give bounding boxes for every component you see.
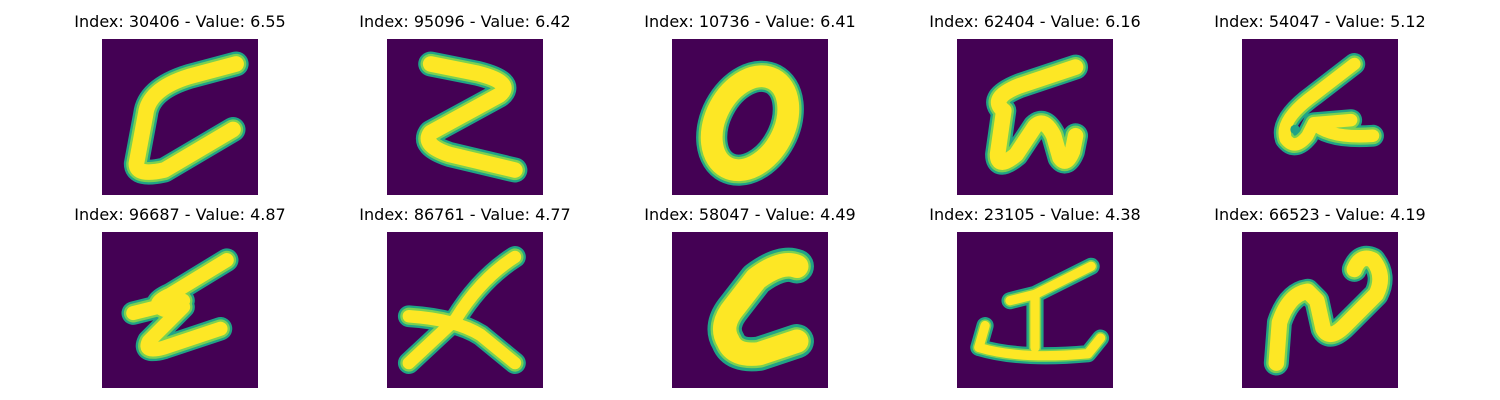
handwritten-glyph-z-icon: [387, 39, 543, 195]
image-panel-2: Index: 95096 - Value: 6.42: [335, 12, 595, 197]
panel-title: Index: 30406 - Value: 6.55: [74, 12, 286, 31]
panel-title: Index: 62404 - Value: 6.16: [929, 12, 1141, 31]
image-panel-8: Index: 58047 - Value: 4.49: [620, 205, 880, 390]
panel-title: Index: 58047 - Value: 4.49: [644, 205, 856, 224]
image-panel-10: Index: 66523 - Value: 4.19: [1190, 205, 1450, 390]
panel-title: Index: 95096 - Value: 6.42: [359, 12, 571, 31]
panel-title: Index: 10736 - Value: 6.41: [644, 12, 856, 31]
image-panel-4: Index: 62404 - Value: 6.16: [905, 12, 1165, 197]
handwritten-glyph-z-icon: [102, 232, 258, 388]
image-panel-1: Index: 30406 - Value: 6.55: [50, 12, 310, 197]
panel-title: Index: 66523 - Value: 4.19: [1214, 205, 1426, 224]
handwritten-glyph-c-icon: [672, 232, 828, 388]
handwritten-glyph-c-icon: [102, 39, 258, 195]
image-panel-7: Index: 86761 - Value: 4.77: [335, 205, 595, 390]
handwritten-glyph-5-icon: [957, 39, 1113, 195]
image-panel-6: Index: 96687 - Value: 4.87: [50, 205, 310, 390]
panel-title: Index: 23105 - Value: 4.38: [929, 205, 1141, 224]
panel-title: Index: 86761 - Value: 4.77: [359, 205, 571, 224]
image-panel-3: Index: 10736 - Value: 6.41: [620, 12, 880, 197]
handwritten-glyph-n-icon: [1242, 232, 1398, 388]
image-panel-5: Index: 54047 - Value: 5.12: [1190, 12, 1450, 197]
panel-title: Index: 54047 - Value: 5.12: [1214, 12, 1426, 31]
handwritten-glyph-x-icon: [387, 232, 543, 388]
image-panel-9: Index: 23105 - Value: 4.38: [905, 205, 1165, 390]
panel-title: Index: 96687 - Value: 4.87: [74, 205, 286, 224]
handwritten-glyph-symbol-icon: [957, 232, 1113, 388]
handwritten-glyph-6-icon: [1242, 39, 1398, 195]
handwritten-glyph-0-icon: [672, 39, 828, 195]
